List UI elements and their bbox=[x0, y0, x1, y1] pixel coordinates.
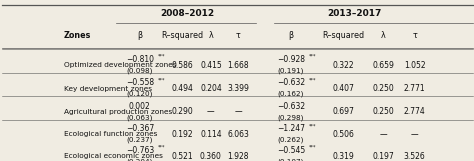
Text: 6.063: 6.063 bbox=[227, 130, 249, 139]
Text: ***: *** bbox=[158, 77, 165, 82]
Text: (0.162): (0.162) bbox=[278, 91, 304, 97]
Text: 0.415: 0.415 bbox=[200, 61, 222, 70]
Text: 0.407: 0.407 bbox=[333, 84, 355, 93]
Text: ***: *** bbox=[309, 54, 317, 59]
Text: 0.319: 0.319 bbox=[333, 152, 355, 161]
Text: —: — bbox=[234, 107, 242, 116]
Text: 0.002: 0.002 bbox=[129, 102, 151, 111]
Text: λ: λ bbox=[381, 31, 385, 40]
Text: 1.668: 1.668 bbox=[227, 61, 249, 70]
Text: τ: τ bbox=[236, 31, 240, 40]
Text: 1.928: 1.928 bbox=[227, 152, 249, 161]
Text: 0.114: 0.114 bbox=[200, 130, 222, 139]
Text: 0.494: 0.494 bbox=[172, 84, 193, 93]
Text: Zones: Zones bbox=[64, 31, 91, 40]
Text: ***: *** bbox=[158, 145, 165, 150]
Text: 0.250: 0.250 bbox=[372, 107, 394, 116]
Text: 0.192: 0.192 bbox=[172, 130, 193, 139]
Text: (0.098): (0.098) bbox=[127, 68, 153, 74]
Text: 0.290: 0.290 bbox=[172, 107, 193, 116]
Text: 1.052: 1.052 bbox=[404, 61, 426, 70]
Text: 2.774: 2.774 bbox=[404, 107, 426, 116]
Text: λ: λ bbox=[209, 31, 213, 40]
Text: Agricultural production zones: Agricultural production zones bbox=[64, 109, 172, 115]
Text: Key development zones: Key development zones bbox=[64, 85, 152, 92]
Text: −0.632: −0.632 bbox=[277, 78, 305, 87]
Text: —: — bbox=[379, 130, 387, 139]
Text: (0.204): (0.204) bbox=[127, 159, 153, 161]
Text: (0.298): (0.298) bbox=[278, 114, 304, 121]
Text: —: — bbox=[411, 130, 419, 139]
Text: ***: *** bbox=[309, 77, 317, 82]
Text: 2.771: 2.771 bbox=[404, 84, 426, 93]
Text: Optimized development zones: Optimized development zones bbox=[64, 62, 176, 68]
Text: 0.322: 0.322 bbox=[333, 61, 355, 70]
Text: −0.763: −0.763 bbox=[126, 146, 154, 155]
Text: −0.810: −0.810 bbox=[126, 55, 154, 64]
Text: −0.545: −0.545 bbox=[277, 146, 305, 155]
Text: β: β bbox=[289, 31, 293, 40]
Text: (0.237): (0.237) bbox=[127, 137, 153, 143]
Text: 3.526: 3.526 bbox=[404, 152, 426, 161]
Text: τ: τ bbox=[412, 31, 417, 40]
Text: −0.558: −0.558 bbox=[126, 78, 154, 87]
Text: 0.506: 0.506 bbox=[333, 130, 355, 139]
Text: R–squared: R–squared bbox=[162, 31, 203, 40]
Text: 2008–2012: 2008–2012 bbox=[160, 9, 214, 18]
Text: −0.928: −0.928 bbox=[277, 55, 305, 64]
Text: 0.586: 0.586 bbox=[172, 61, 193, 70]
Text: (0.191): (0.191) bbox=[278, 68, 304, 74]
Text: 0.250: 0.250 bbox=[372, 84, 394, 93]
Text: 0.204: 0.204 bbox=[200, 84, 222, 93]
Text: Ecological function zones: Ecological function zones bbox=[64, 131, 157, 137]
Text: ***: *** bbox=[309, 145, 317, 150]
Text: —: — bbox=[207, 107, 215, 116]
Text: −1.247: −1.247 bbox=[277, 124, 305, 133]
Text: 2013–2017: 2013–2017 bbox=[328, 9, 382, 18]
Text: 0.521: 0.521 bbox=[172, 152, 193, 161]
Text: −0.632: −0.632 bbox=[277, 102, 305, 111]
Text: −0.367: −0.367 bbox=[126, 124, 154, 133]
Text: (0.107): (0.107) bbox=[278, 159, 304, 161]
Text: (0.120): (0.120) bbox=[127, 91, 153, 97]
Text: β: β bbox=[137, 31, 142, 40]
Text: (0.262): (0.262) bbox=[278, 137, 304, 143]
Text: 0.360: 0.360 bbox=[200, 152, 222, 161]
Text: 3.399: 3.399 bbox=[227, 84, 249, 93]
Text: 0.659: 0.659 bbox=[372, 61, 394, 70]
Text: ***: *** bbox=[309, 123, 317, 128]
Text: ***: *** bbox=[158, 54, 165, 59]
Text: 0.697: 0.697 bbox=[333, 107, 355, 116]
Text: R–squared: R–squared bbox=[323, 31, 365, 40]
Text: Ecological economic zones: Ecological economic zones bbox=[64, 153, 163, 159]
Text: 0.197: 0.197 bbox=[372, 152, 394, 161]
Text: (0.063): (0.063) bbox=[127, 114, 153, 121]
